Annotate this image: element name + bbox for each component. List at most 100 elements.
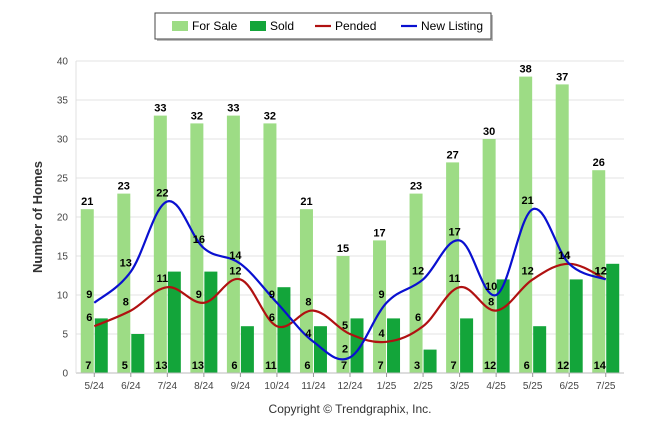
label-new-listing: 12 — [412, 265, 424, 277]
y-tick-label: 35 — [57, 96, 69, 107]
bar-sold — [496, 279, 510, 373]
bar-for-sale — [153, 115, 167, 373]
x-tick-label: 10/24 — [264, 381, 289, 392]
label-for-sale: 23 — [410, 181, 422, 193]
label-pended: 8 — [488, 297, 494, 309]
legend-label: Pended — [335, 19, 376, 33]
x-tick-label: 3/25 — [450, 381, 470, 392]
label-pended: 11 — [449, 273, 461, 285]
bar-for-sale — [519, 76, 533, 373]
legend: For Sale Sold Pended New Listing — [154, 12, 493, 41]
label-for-sale: 26 — [593, 157, 605, 169]
y-tick-label: 10 — [57, 291, 69, 302]
bars — [80, 76, 620, 374]
label-new-listing: 14 — [558, 250, 571, 262]
label-for-sale: 33 — [227, 103, 239, 115]
label-new-listing: 22 — [156, 187, 168, 199]
y-tick-label: 30 — [57, 135, 69, 146]
label-pended: 5 — [342, 320, 348, 332]
label-sold: 6 — [304, 360, 310, 372]
label-pended: 8 — [305, 297, 311, 309]
label-new-listing: 16 — [193, 234, 205, 246]
bar-for-sale — [190, 123, 204, 374]
bar-for-sale — [263, 123, 277, 374]
label-new-listing: 17 — [448, 226, 460, 238]
x-tick-label: 4/25 — [486, 381, 506, 392]
label-for-sale: 38 — [520, 64, 532, 76]
line-new-listing — [93, 200, 607, 361]
label-for-sale: 15 — [337, 243, 349, 255]
label-new-listing: 4 — [305, 328, 312, 340]
label-sold: 14 — [594, 360, 607, 372]
bar-sold — [460, 318, 474, 373]
x-tick-label: 6/25 — [559, 381, 579, 392]
label-pended: 8 — [123, 297, 129, 309]
label-sold: 11 — [265, 360, 277, 372]
bar-sold — [423, 349, 437, 373]
label-pended: 12 — [522, 265, 534, 277]
legend-label: Sold — [270, 19, 294, 33]
bar-for-sale — [373, 240, 387, 373]
x-tick-label: 12/24 — [337, 381, 362, 392]
label-new-listing: 13 — [120, 258, 132, 270]
label-sold: 13 — [192, 360, 204, 372]
label-pended: 6 — [86, 312, 92, 324]
bar-sold — [533, 326, 547, 373]
bar-for-sale — [226, 115, 240, 373]
label-sold: 12 — [557, 360, 569, 372]
y-tick-label: 40 — [57, 57, 69, 68]
label-for-sale: 37 — [556, 71, 568, 83]
x-tick-label: 2/25 — [413, 381, 433, 392]
x-tick-label: 8/24 — [194, 381, 214, 392]
y-tick-label: 5 — [62, 330, 68, 341]
bar-sold — [131, 334, 145, 373]
x-tick-label: 11/24 — [301, 381, 326, 392]
line-pended — [93, 262, 607, 344]
label-new-listing: 21 — [522, 195, 534, 207]
label-sold: 6 — [524, 360, 530, 372]
x-tick-label: 9/24 — [231, 381, 251, 392]
bar-sold — [387, 318, 401, 373]
label-for-sale: 32 — [191, 110, 203, 122]
label-new-listing: 9 — [378, 289, 384, 301]
x-tick-label: 1/25 — [377, 381, 397, 392]
bar-sold — [569, 279, 583, 373]
label-sold: 7 — [341, 360, 347, 372]
label-sold: 7 — [377, 360, 383, 372]
label-pended: 14 — [558, 250, 571, 262]
label-new-listing: 14 — [229, 250, 242, 262]
label-pended: 6 — [415, 312, 421, 324]
label-new-listing: 9 — [86, 289, 92, 301]
x-tick-label: 6/24 — [121, 381, 141, 392]
label-sold: 5 — [122, 360, 128, 372]
label-pended: 9 — [196, 289, 202, 301]
label-new-listing: 2 — [342, 343, 348, 355]
bar-sold — [240, 326, 254, 373]
label-for-sale: 17 — [373, 227, 385, 239]
y-tick-label: 20 — [57, 213, 69, 224]
y-tick-label: 15 — [57, 252, 69, 263]
bar-sold — [204, 271, 218, 373]
bar-for-sale — [336, 256, 350, 373]
bar-sold — [606, 263, 620, 373]
bar-sold — [277, 287, 291, 373]
label-pended: 6 — [269, 312, 275, 324]
label-pended: 12 — [595, 265, 607, 277]
label-for-sale: 21 — [300, 196, 312, 208]
label-pended: 11 — [157, 273, 169, 285]
bar-for-sale — [592, 170, 606, 373]
label-for-sale: 32 — [264, 110, 276, 122]
label-sold: 7 — [451, 360, 457, 372]
y-axis-title: Number of Homes — [30, 161, 45, 273]
legend-swatch — [250, 21, 266, 31]
x-tick-label: 5/24 — [85, 381, 105, 392]
lines — [93, 200, 607, 361]
legend-swatch — [172, 21, 188, 31]
label-sold: 3 — [414, 360, 420, 372]
label-sold: 7 — [85, 360, 91, 372]
label-for-sale: 23 — [118, 181, 130, 193]
